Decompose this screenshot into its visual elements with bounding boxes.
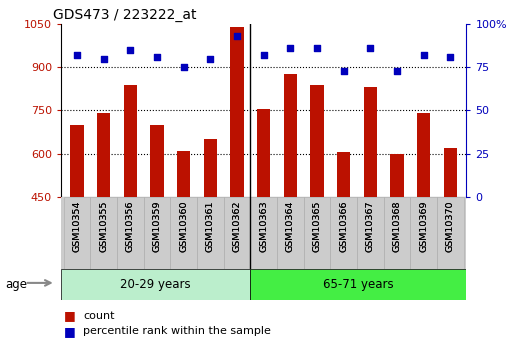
Bar: [384, 197, 410, 269]
Text: GSM10363: GSM10363: [259, 200, 268, 252]
Text: GSM10356: GSM10356: [126, 200, 135, 252]
Text: GSM10365: GSM10365: [313, 200, 322, 252]
Bar: [144, 197, 170, 269]
Bar: [257, 109, 270, 197]
Bar: [277, 197, 304, 269]
Text: 65-71 years: 65-71 years: [323, 278, 394, 291]
Text: GSM10356: GSM10356: [126, 200, 135, 252]
Bar: [90, 197, 117, 269]
Text: ■: ■: [64, 309, 75, 322]
Bar: [250, 197, 277, 269]
Text: GSM10365: GSM10365: [313, 200, 322, 252]
Text: GSM10368: GSM10368: [393, 200, 402, 252]
Bar: [117, 197, 144, 269]
Bar: [410, 197, 437, 269]
Text: GSM10363: GSM10363: [259, 200, 268, 252]
Point: [286, 46, 295, 51]
Bar: [311, 85, 324, 197]
Point: [233, 33, 241, 39]
Point: [366, 46, 375, 51]
Bar: [123, 85, 137, 197]
Bar: [250, 269, 466, 300]
Text: GSM10369: GSM10369: [419, 200, 428, 252]
Point: [73, 52, 81, 58]
Point: [180, 65, 188, 70]
Text: GSM10354: GSM10354: [73, 200, 82, 252]
Bar: [70, 125, 84, 197]
Bar: [224, 197, 250, 269]
Text: count: count: [83, 311, 114, 321]
Bar: [284, 75, 297, 197]
Text: GSM10362: GSM10362: [233, 200, 242, 252]
Text: GSM10359: GSM10359: [153, 200, 162, 252]
Point: [259, 52, 268, 58]
Bar: [364, 87, 377, 197]
Text: age: age: [5, 278, 28, 291]
Bar: [61, 269, 250, 300]
Text: GSM10361: GSM10361: [206, 200, 215, 252]
Text: 20-29 years: 20-29 years: [120, 278, 191, 291]
Text: GSM10364: GSM10364: [286, 200, 295, 252]
Bar: [177, 151, 190, 197]
Text: GSM10366: GSM10366: [339, 200, 348, 252]
Bar: [304, 197, 330, 269]
Bar: [357, 197, 384, 269]
Text: GSM10355: GSM10355: [99, 200, 108, 252]
Text: GSM10370: GSM10370: [446, 200, 455, 252]
Text: GSM10368: GSM10368: [393, 200, 402, 252]
Bar: [330, 197, 357, 269]
Text: GSM10360: GSM10360: [179, 200, 188, 252]
Text: GSM10370: GSM10370: [446, 200, 455, 252]
Text: GSM10367: GSM10367: [366, 200, 375, 252]
Text: GSM10361: GSM10361: [206, 200, 215, 252]
Text: GSM10360: GSM10360: [179, 200, 188, 252]
Text: GSM10359: GSM10359: [153, 200, 162, 252]
Point: [153, 54, 161, 60]
Text: GSM10355: GSM10355: [99, 200, 108, 252]
Point: [446, 54, 455, 60]
Point: [339, 68, 348, 73]
Point: [393, 68, 401, 73]
Point: [419, 52, 428, 58]
Bar: [151, 125, 164, 197]
Bar: [444, 148, 457, 197]
Text: GSM10366: GSM10366: [339, 200, 348, 252]
Bar: [437, 197, 464, 269]
Text: GSM10369: GSM10369: [419, 200, 428, 252]
Text: percentile rank within the sample: percentile rank within the sample: [83, 326, 271, 336]
Bar: [97, 113, 110, 197]
Point: [313, 46, 321, 51]
Bar: [64, 197, 90, 269]
Bar: [170, 197, 197, 269]
Bar: [337, 152, 350, 197]
Bar: [417, 113, 430, 197]
Text: GSM10364: GSM10364: [286, 200, 295, 252]
Text: GSM10354: GSM10354: [73, 200, 82, 252]
Point: [126, 47, 135, 53]
Point: [100, 56, 108, 61]
Text: GDS473 / 223222_at: GDS473 / 223222_at: [53, 8, 196, 22]
Text: ■: ■: [64, 325, 75, 338]
Bar: [391, 154, 404, 197]
Text: GSM10367: GSM10367: [366, 200, 375, 252]
Bar: [197, 197, 224, 269]
Point: [206, 56, 215, 61]
Text: GSM10362: GSM10362: [233, 200, 242, 252]
Bar: [231, 27, 244, 197]
Bar: [204, 139, 217, 197]
